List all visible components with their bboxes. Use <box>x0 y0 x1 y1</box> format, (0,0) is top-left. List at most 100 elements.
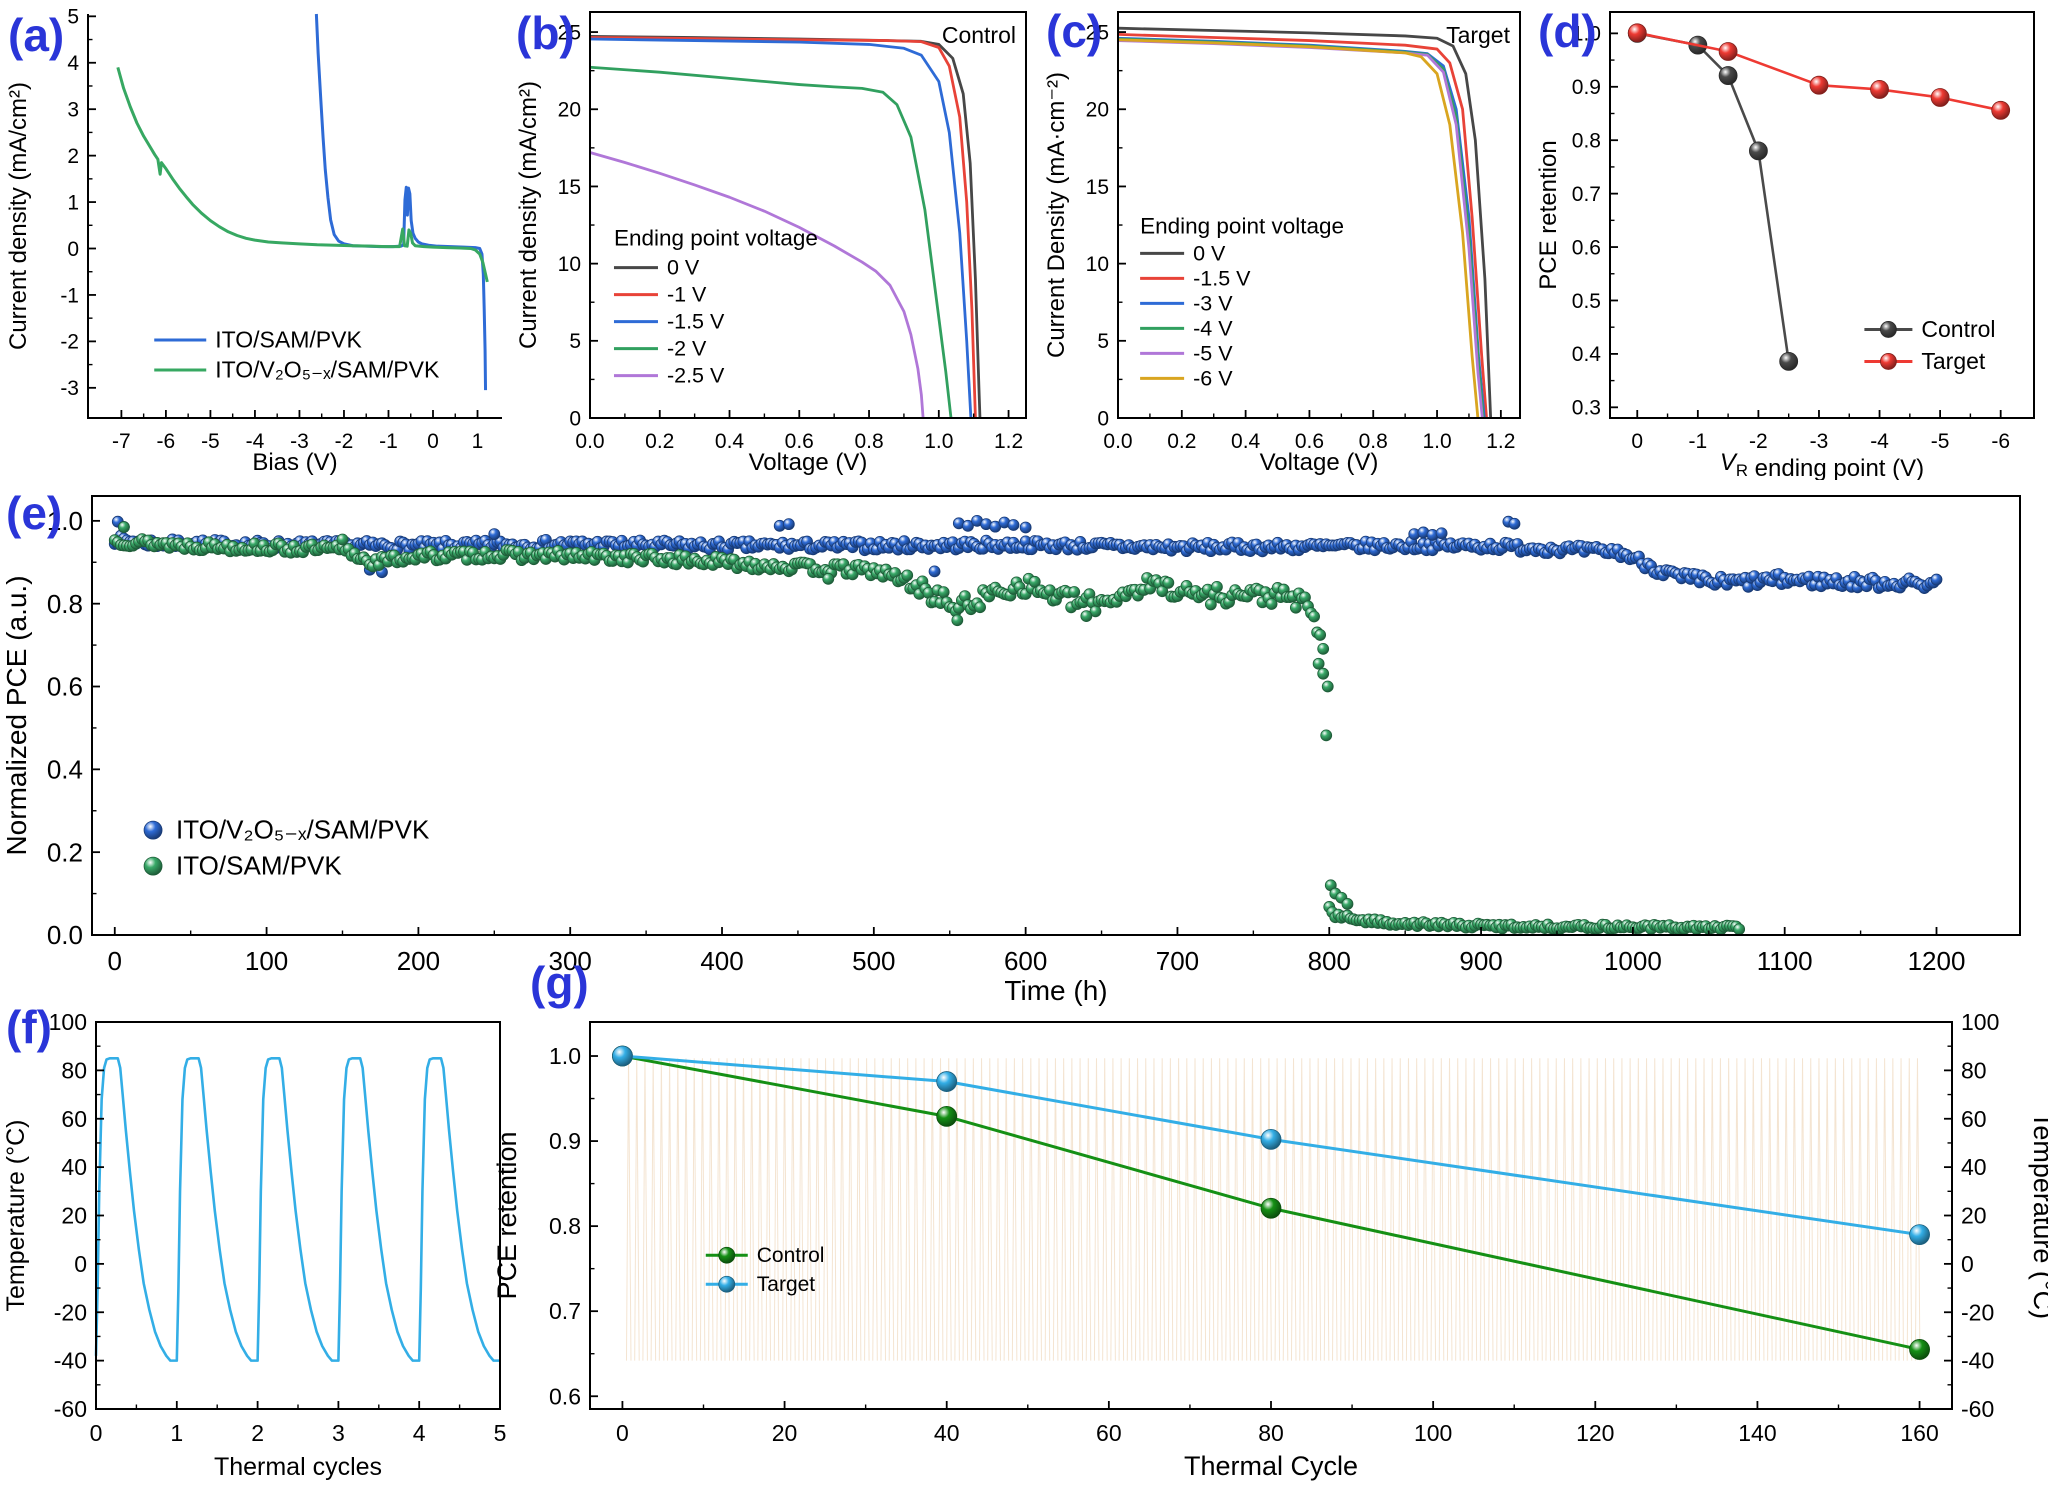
panel-d-pce-retention-chart: 0 -1 -2 -3 -4 -5 -6 0.3 0.4 0.5 0.6 0.7 0.8 0.9 1.0 VR … <box>1532 0 2048 480</box>
data-point <box>1718 42 1738 61</box>
x-tick-label: -1 <box>1688 430 1707 453</box>
y-tick-label: 0 <box>67 238 79 261</box>
x-tick-label: 600 <box>1004 946 1047 976</box>
x-tick-label: 0 <box>616 1420 629 1446</box>
x-axis-label: Time (h) <box>1004 975 1107 1006</box>
corner-annotation: Target <box>1446 22 1511 48</box>
panel-label-f: (f) <box>6 1001 52 1053</box>
y2-tick-label: 40 <box>1961 1154 1987 1180</box>
y-tick-label: 0.2 <box>47 837 83 867</box>
data-point <box>1080 610 1093 623</box>
y-tick-label: 0.3 <box>1572 397 1601 420</box>
y-tick-label: 0 <box>74 1251 87 1277</box>
legend-label: -1.5 V <box>667 309 725 333</box>
data-point <box>1320 729 1333 742</box>
data-point <box>1779 351 1799 371</box>
x-tick-label: 700 <box>1156 946 1199 976</box>
x-tick-label: 140 <box>1738 1420 1776 1446</box>
y-tick-label: 15 <box>1086 176 1109 199</box>
x-tick-label: 80 <box>1258 1420 1284 1446</box>
series-control <box>1627 23 1799 371</box>
axes: 0 100 200 300 400 500 600 700 800 900 1000 1100 1200… <box>1 495 2021 1006</box>
x-tick-label: 1.2 <box>1486 430 1515 453</box>
x-tick-label: 0 <box>90 1420 103 1446</box>
y2-axis-label: Temperature (°C) <box>2028 1112 2048 1319</box>
legend: Ending point voltage 0 V-1.5 V-3 V-4 V-5 … <box>1140 213 1344 390</box>
x-tick-label: 0.4 <box>1231 430 1261 453</box>
y-tick-label: 1 <box>67 191 79 214</box>
data-point <box>1265 598 1278 610</box>
legend: ITO/SAM/PVK ITO/V₂O₅₋ₓ/SAM/PVK <box>154 326 440 382</box>
x-tick-label: -6 <box>157 430 176 453</box>
legend-label: -4 V <box>1193 316 1233 340</box>
y-tick-label: -2 <box>60 331 79 354</box>
x-axis-label: Thermal Cycle <box>1184 1451 1358 1481</box>
series-layer <box>1117 26 1493 419</box>
x-tick-label: 0.2 <box>1167 430 1196 453</box>
y-tick-label: 20 <box>1086 99 1109 122</box>
data-point <box>1312 657 1325 670</box>
y-tick-label: 25 <box>1086 21 1109 44</box>
x-tick-label: 2 <box>251 1420 264 1446</box>
data-point <box>1870 80 1889 99</box>
panel-e-stability-scatter-chart: 0 100 200 300 400 500 600 700 800 900 1000 1100 1200… <box>0 480 2048 1010</box>
y-tick-label: 1.0 <box>1572 23 1601 46</box>
y-tick-label: -1 <box>60 284 79 307</box>
y-tick-label: 25 <box>558 21 581 44</box>
x-tick-label: 300 <box>549 946 592 976</box>
y2-tick-label: -60 <box>1961 1396 1994 1422</box>
data-point <box>1435 527 1448 540</box>
x-tick-label: 3 <box>332 1420 345 1446</box>
data-point <box>901 569 914 582</box>
y2-tick-label: -20 <box>1961 1299 1994 1325</box>
y-tick-label: 5 <box>1097 330 1109 353</box>
y-tick-label: -3 <box>60 377 79 400</box>
data-point <box>1019 521 1032 534</box>
x-tick-label: 0 <box>108 946 122 976</box>
data-point <box>1204 598 1217 611</box>
y-tick-label: 1.0 <box>47 506 83 536</box>
axes: 0 20 40 60 80 100 120 140 160 0.6 0.7 0.8 0.9 1.0 -60 -… <box>492 1010 2048 1481</box>
data-point <box>782 518 795 531</box>
x-tick-label: 200 <box>397 946 440 976</box>
data-point <box>937 586 950 599</box>
x-axis-label: Bias (V) <box>252 449 337 476</box>
legend-label: -5 V <box>1193 341 1233 365</box>
y-tick-label: 5 <box>67 6 79 29</box>
y-axis-label: Normalized PCE (a.u.) <box>1 575 32 855</box>
panel-g-chart-canvas: 0 20 40 60 80 100 120 140 160 0.6 0.7 0.8 0.9 1.0 -60 -… <box>492 1010 2048 1481</box>
data-point <box>936 1106 958 1127</box>
y-tick-label: 0.8 <box>1572 130 1601 153</box>
data-point <box>612 1045 633 1067</box>
series-layer <box>94 1056 500 1362</box>
y2-tick-label: 20 <box>1961 1203 1987 1229</box>
series-ito-v-o-sam-pvk <box>116 67 489 283</box>
legend: ITO/V₂O₅₋ₓ/SAM/PVK ITO/SAM/PVK <box>143 814 430 880</box>
panel-label-a: (a) <box>8 9 65 61</box>
series-layer <box>589 34 982 419</box>
legend-label: ITO/SAM/PVK <box>215 326 362 352</box>
x-tick-label: -2 <box>1749 430 1768 453</box>
y-tick-label: -60 <box>54 1396 87 1422</box>
y-tick-label: 60 <box>61 1106 87 1132</box>
y-tick-label: 0.6 <box>47 672 83 702</box>
data-point <box>974 601 986 614</box>
data-point <box>1321 680 1334 693</box>
x-tick-label: -4 <box>246 430 265 453</box>
data-point <box>1007 519 1020 531</box>
x-axis-label: Thermal cycles <box>214 1453 382 1481</box>
data-point <box>962 519 974 532</box>
y-axis-label: PCE retention <box>492 1131 522 1299</box>
data-point <box>1879 353 1897 370</box>
series-layer <box>612 1045 1930 1361</box>
panel-a-chart-canvas: -7 -6 -5 -4 -3 -2 -1 0 1 -3 -2 -1 0 1 2 3 4 5 Bias (V) Curr… <box>5 6 502 476</box>
legend-label: Target <box>757 1273 816 1296</box>
y2-tick-label: -40 <box>1961 1348 1994 1374</box>
y-tick-label: -40 <box>54 1348 87 1374</box>
x-tick-label: 1000 <box>1604 946 1662 976</box>
data-point <box>117 521 130 533</box>
x-tick-label: 40 <box>934 1420 960 1446</box>
data-point <box>488 528 501 541</box>
data-point <box>1308 610 1320 623</box>
